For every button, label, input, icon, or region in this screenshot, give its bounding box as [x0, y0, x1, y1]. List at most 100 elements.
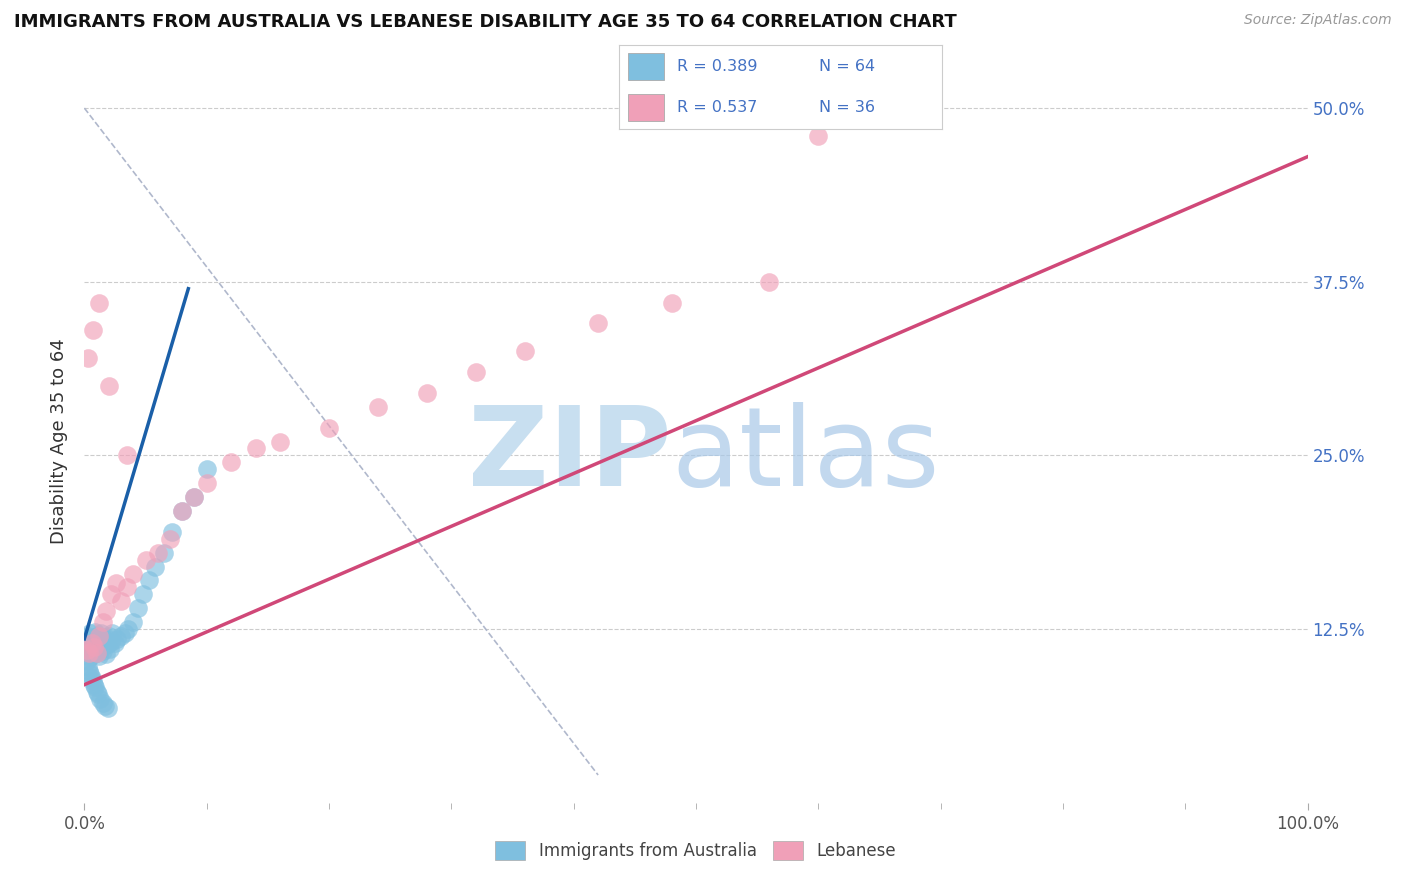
Point — [91, 644, 114, 658]
Point — [138, 574, 160, 588]
Point — [172, 504, 194, 518]
Point — [94, 631, 117, 645]
Point — [82, 673, 104, 688]
Point — [758, 275, 780, 289]
Point — [97, 701, 120, 715]
Point — [87, 636, 110, 650]
Point — [77, 629, 100, 643]
Point — [87, 687, 110, 701]
Point — [146, 546, 169, 560]
Point — [86, 646, 108, 660]
Point — [90, 640, 112, 655]
Point — [416, 385, 439, 400]
Point — [97, 637, 120, 651]
Point — [245, 442, 267, 456]
Text: Source: ZipAtlas.com: Source: ZipAtlas.com — [1244, 13, 1392, 28]
Point — [90, 626, 112, 640]
Point — [100, 634, 122, 648]
Point — [97, 379, 120, 393]
Point — [807, 128, 830, 143]
Point — [82, 637, 104, 651]
Point — [87, 295, 110, 310]
Point — [80, 643, 103, 657]
Point — [80, 636, 103, 650]
Point — [114, 626, 136, 640]
Text: R = 0.537: R = 0.537 — [676, 100, 758, 115]
Point — [195, 462, 218, 476]
Point — [135, 552, 157, 566]
Point — [87, 629, 110, 643]
Point — [269, 434, 291, 449]
Point — [183, 490, 205, 504]
Point — [79, 649, 101, 664]
Point — [76, 643, 98, 657]
Point — [86, 684, 108, 698]
Point — [94, 698, 117, 713]
Point — [91, 615, 114, 630]
FancyBboxPatch shape — [628, 94, 664, 120]
Point — [83, 647, 105, 661]
Point — [89, 632, 111, 646]
Point — [183, 490, 205, 504]
Point — [77, 664, 100, 678]
Point — [115, 581, 138, 595]
Point — [122, 615, 145, 630]
Point — [79, 626, 101, 640]
Point — [76, 654, 98, 668]
Point — [84, 641, 107, 656]
Text: N = 64: N = 64 — [820, 59, 876, 74]
Point — [83, 640, 105, 655]
Point — [77, 646, 100, 660]
Point — [87, 648, 110, 663]
Point — [162, 524, 184, 539]
Y-axis label: Disability Age 35 to 64: Disability Age 35 to 64 — [51, 339, 69, 544]
Point — [93, 639, 115, 653]
Point — [77, 351, 100, 366]
Point — [586, 317, 609, 331]
Point — [219, 455, 242, 469]
Text: IMMIGRANTS FROM AUSTRALIA VS LEBANESE DISABILITY AGE 35 TO 64 CORRELATION CHART: IMMIGRANTS FROM AUSTRALIA VS LEBANESE DI… — [14, 13, 957, 31]
FancyBboxPatch shape — [628, 54, 664, 80]
Point — [80, 671, 103, 685]
Point — [105, 632, 128, 646]
Point — [367, 400, 389, 414]
Point — [117, 622, 139, 636]
Point — [661, 295, 683, 310]
Point — [77, 659, 100, 673]
Point — [91, 634, 114, 648]
Point — [83, 631, 105, 645]
Text: ZIP: ZIP — [468, 402, 672, 509]
Point — [318, 420, 340, 434]
Point — [127, 601, 149, 615]
Point — [96, 604, 118, 618]
Point — [91, 696, 114, 710]
Point — [105, 576, 128, 591]
Point — [153, 546, 176, 560]
Point — [513, 344, 536, 359]
Point — [89, 691, 111, 706]
Legend: Immigrants from Australia, Lebanese: Immigrants from Australia, Lebanese — [489, 835, 903, 867]
Point — [110, 594, 132, 608]
Point — [87, 629, 110, 643]
Point — [159, 532, 181, 546]
Point — [76, 636, 98, 650]
Point — [77, 646, 100, 660]
Point — [77, 632, 100, 646]
Point — [97, 629, 120, 643]
Point — [86, 646, 108, 660]
Point — [77, 640, 100, 655]
Text: atlas: atlas — [672, 402, 941, 509]
Point — [83, 678, 105, 692]
Point — [195, 476, 218, 491]
Text: N = 36: N = 36 — [820, 100, 875, 115]
Point — [89, 643, 111, 657]
Point — [82, 644, 104, 658]
Point — [100, 587, 122, 601]
Point — [115, 449, 138, 463]
Point — [98, 641, 121, 656]
Point — [80, 634, 103, 648]
Point — [79, 666, 101, 681]
Point — [132, 587, 155, 601]
Point — [122, 566, 145, 581]
Point — [86, 633, 108, 648]
